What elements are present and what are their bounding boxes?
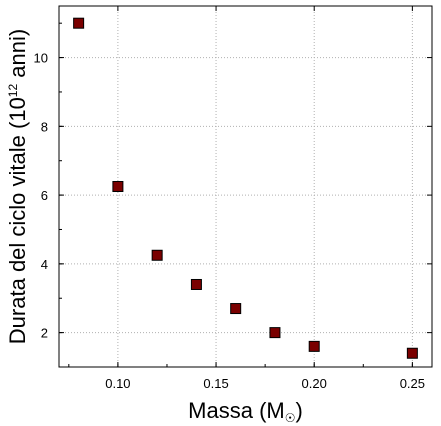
data-point	[73, 17, 85, 29]
data-point	[112, 181, 124, 192]
data-point	[269, 327, 281, 339]
y-tick-label: 8	[41, 119, 48, 134]
sun-symbol: ☉	[285, 411, 296, 425]
x-axis-title: Massa (M☉)	[188, 398, 303, 425]
data-point	[230, 303, 242, 315]
data-point	[406, 347, 418, 359]
axis-ticks: 0.10 0.15 0.20 0.25 2 4 6 8 10	[34, 6, 432, 391]
plot-frame	[58, 5, 433, 368]
data-point	[151, 249, 163, 261]
data-markers	[73, 17, 418, 359]
x-axis-title-text: Massa (M	[188, 398, 285, 423]
data-point	[190, 278, 202, 290]
y-tick-label: 4	[41, 257, 48, 272]
y-axis-title-exponent: 12	[6, 84, 20, 98]
x-axis-title-close: )	[296, 398, 303, 423]
x-tick-label: 0.25	[400, 376, 425, 391]
x-tick-label: 0.10	[105, 376, 130, 391]
y-axis-title: Durata del ciclo vitale (1012 anni)	[5, 29, 30, 344]
grid	[59, 6, 432, 367]
y-tick-label: 10	[34, 51, 48, 66]
y-axis-title-close: anni)	[5, 29, 30, 84]
x-tick-label: 0.20	[302, 376, 327, 391]
y-tick-label: 2	[41, 326, 48, 341]
y-axis-title-text: Durata del ciclo vitale (10	[5, 97, 30, 344]
y-tick-label: 6	[41, 188, 48, 203]
data-point	[308, 340, 320, 352]
x-tick-label: 0.15	[203, 376, 228, 391]
